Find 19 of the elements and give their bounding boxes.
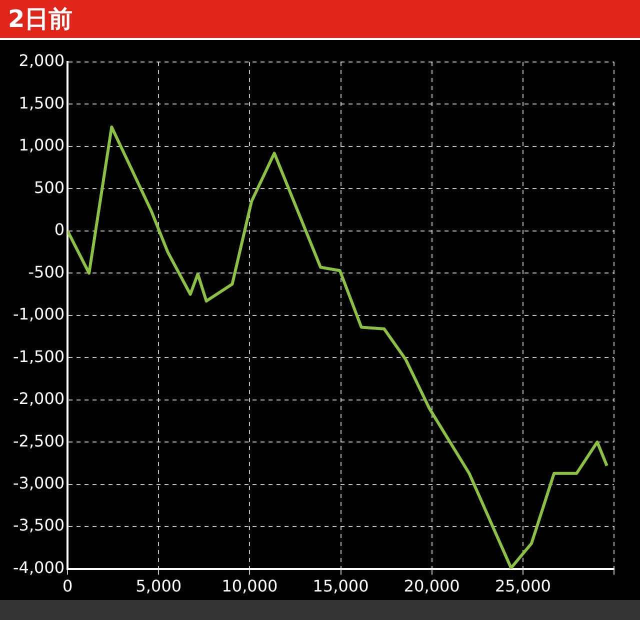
y-tick-label: -1,500 (13, 346, 65, 366)
x-tick-label: 15,000 (312, 576, 369, 596)
y-tick-label: -3,500 (13, 516, 65, 535)
x-tick-label: 10,000 (222, 576, 278, 596)
y-tick-label: 1,000 (18, 136, 65, 155)
y-tick-label: -2,500 (13, 431, 65, 450)
y-tick-label: -500 (28, 262, 65, 282)
x-tick-label: 20,000 (404, 576, 460, 596)
x-tick-label: 5,000 (136, 576, 182, 596)
chart-title: 2日前 (0, 0, 640, 40)
y-tick-label: -1,000 (13, 304, 65, 324)
x-tick-label: 25,000 (494, 576, 551, 596)
y-tick-label: 0 (54, 220, 65, 240)
y-tick-label: -3,000 (13, 473, 65, 492)
y-tick-label: -4,000 (13, 558, 65, 577)
y-tick-label: -2,000 (13, 389, 65, 408)
y-tick-label: 1,500 (18, 93, 65, 112)
y-tick-label: 2,000 (18, 51, 65, 70)
y-tick-label: 500 (34, 178, 65, 197)
